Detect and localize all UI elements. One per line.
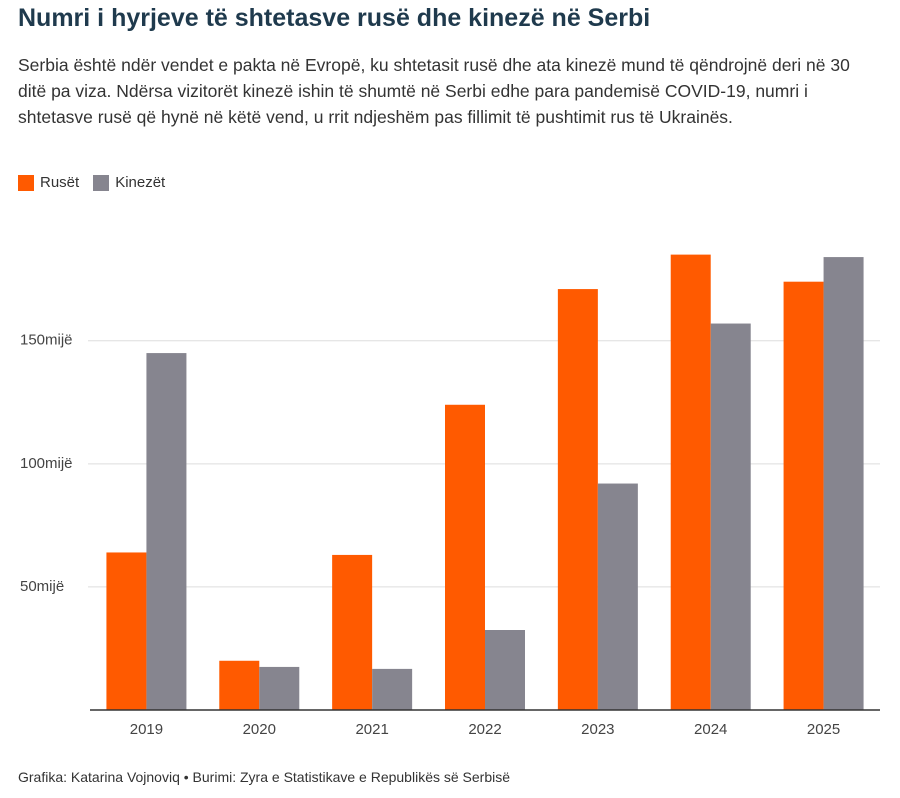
x-tick-label: 2020 [243, 721, 276, 738]
bar [106, 552, 147, 710]
x-tick-label: 2024 [694, 721, 727, 738]
x-tick-label: 2022 [468, 721, 501, 738]
bar [219, 660, 260, 710]
bar [445, 404, 485, 710]
chart-subtitle: Serbia është ndër vendet e pakta në Evro… [18, 55, 850, 127]
legend-swatch [18, 174, 34, 191]
bar [557, 289, 598, 710]
bar [259, 666, 300, 710]
bar [710, 323, 751, 710]
legend-item: Kinezët [93, 174, 165, 191]
bar [372, 668, 413, 710]
bar [332, 554, 373, 710]
legend-label: Kinezët [115, 174, 166, 191]
y-tick-label: 150mijë [20, 332, 73, 349]
chart-title: Numri i hyrjeve të shtetasve rusë dhe ki… [18, 4, 651, 32]
bar [597, 483, 638, 710]
bar [783, 281, 824, 710]
legend-label: Rusët [40, 174, 80, 191]
bar [146, 353, 187, 710]
bar [823, 257, 864, 710]
x-tick-label: 2023 [581, 721, 614, 738]
legend-swatch [93, 174, 110, 191]
bar [670, 254, 711, 710]
bar [485, 630, 525, 710]
x-tick-label: 2025 [807, 721, 840, 738]
x-tick-label: 2019 [130, 721, 163, 738]
source-note: Grafika: Katarina Vojnoviq • Burimi: Zyr… [18, 769, 511, 785]
x-tick-label: 2021 [355, 721, 388, 738]
y-tick-label: 100mijë [20, 455, 73, 472]
y-tick-label: 50mijë [20, 578, 64, 595]
legend-item: Rusët [18, 174, 79, 191]
legend: Rusët Kinezët [18, 174, 165, 191]
